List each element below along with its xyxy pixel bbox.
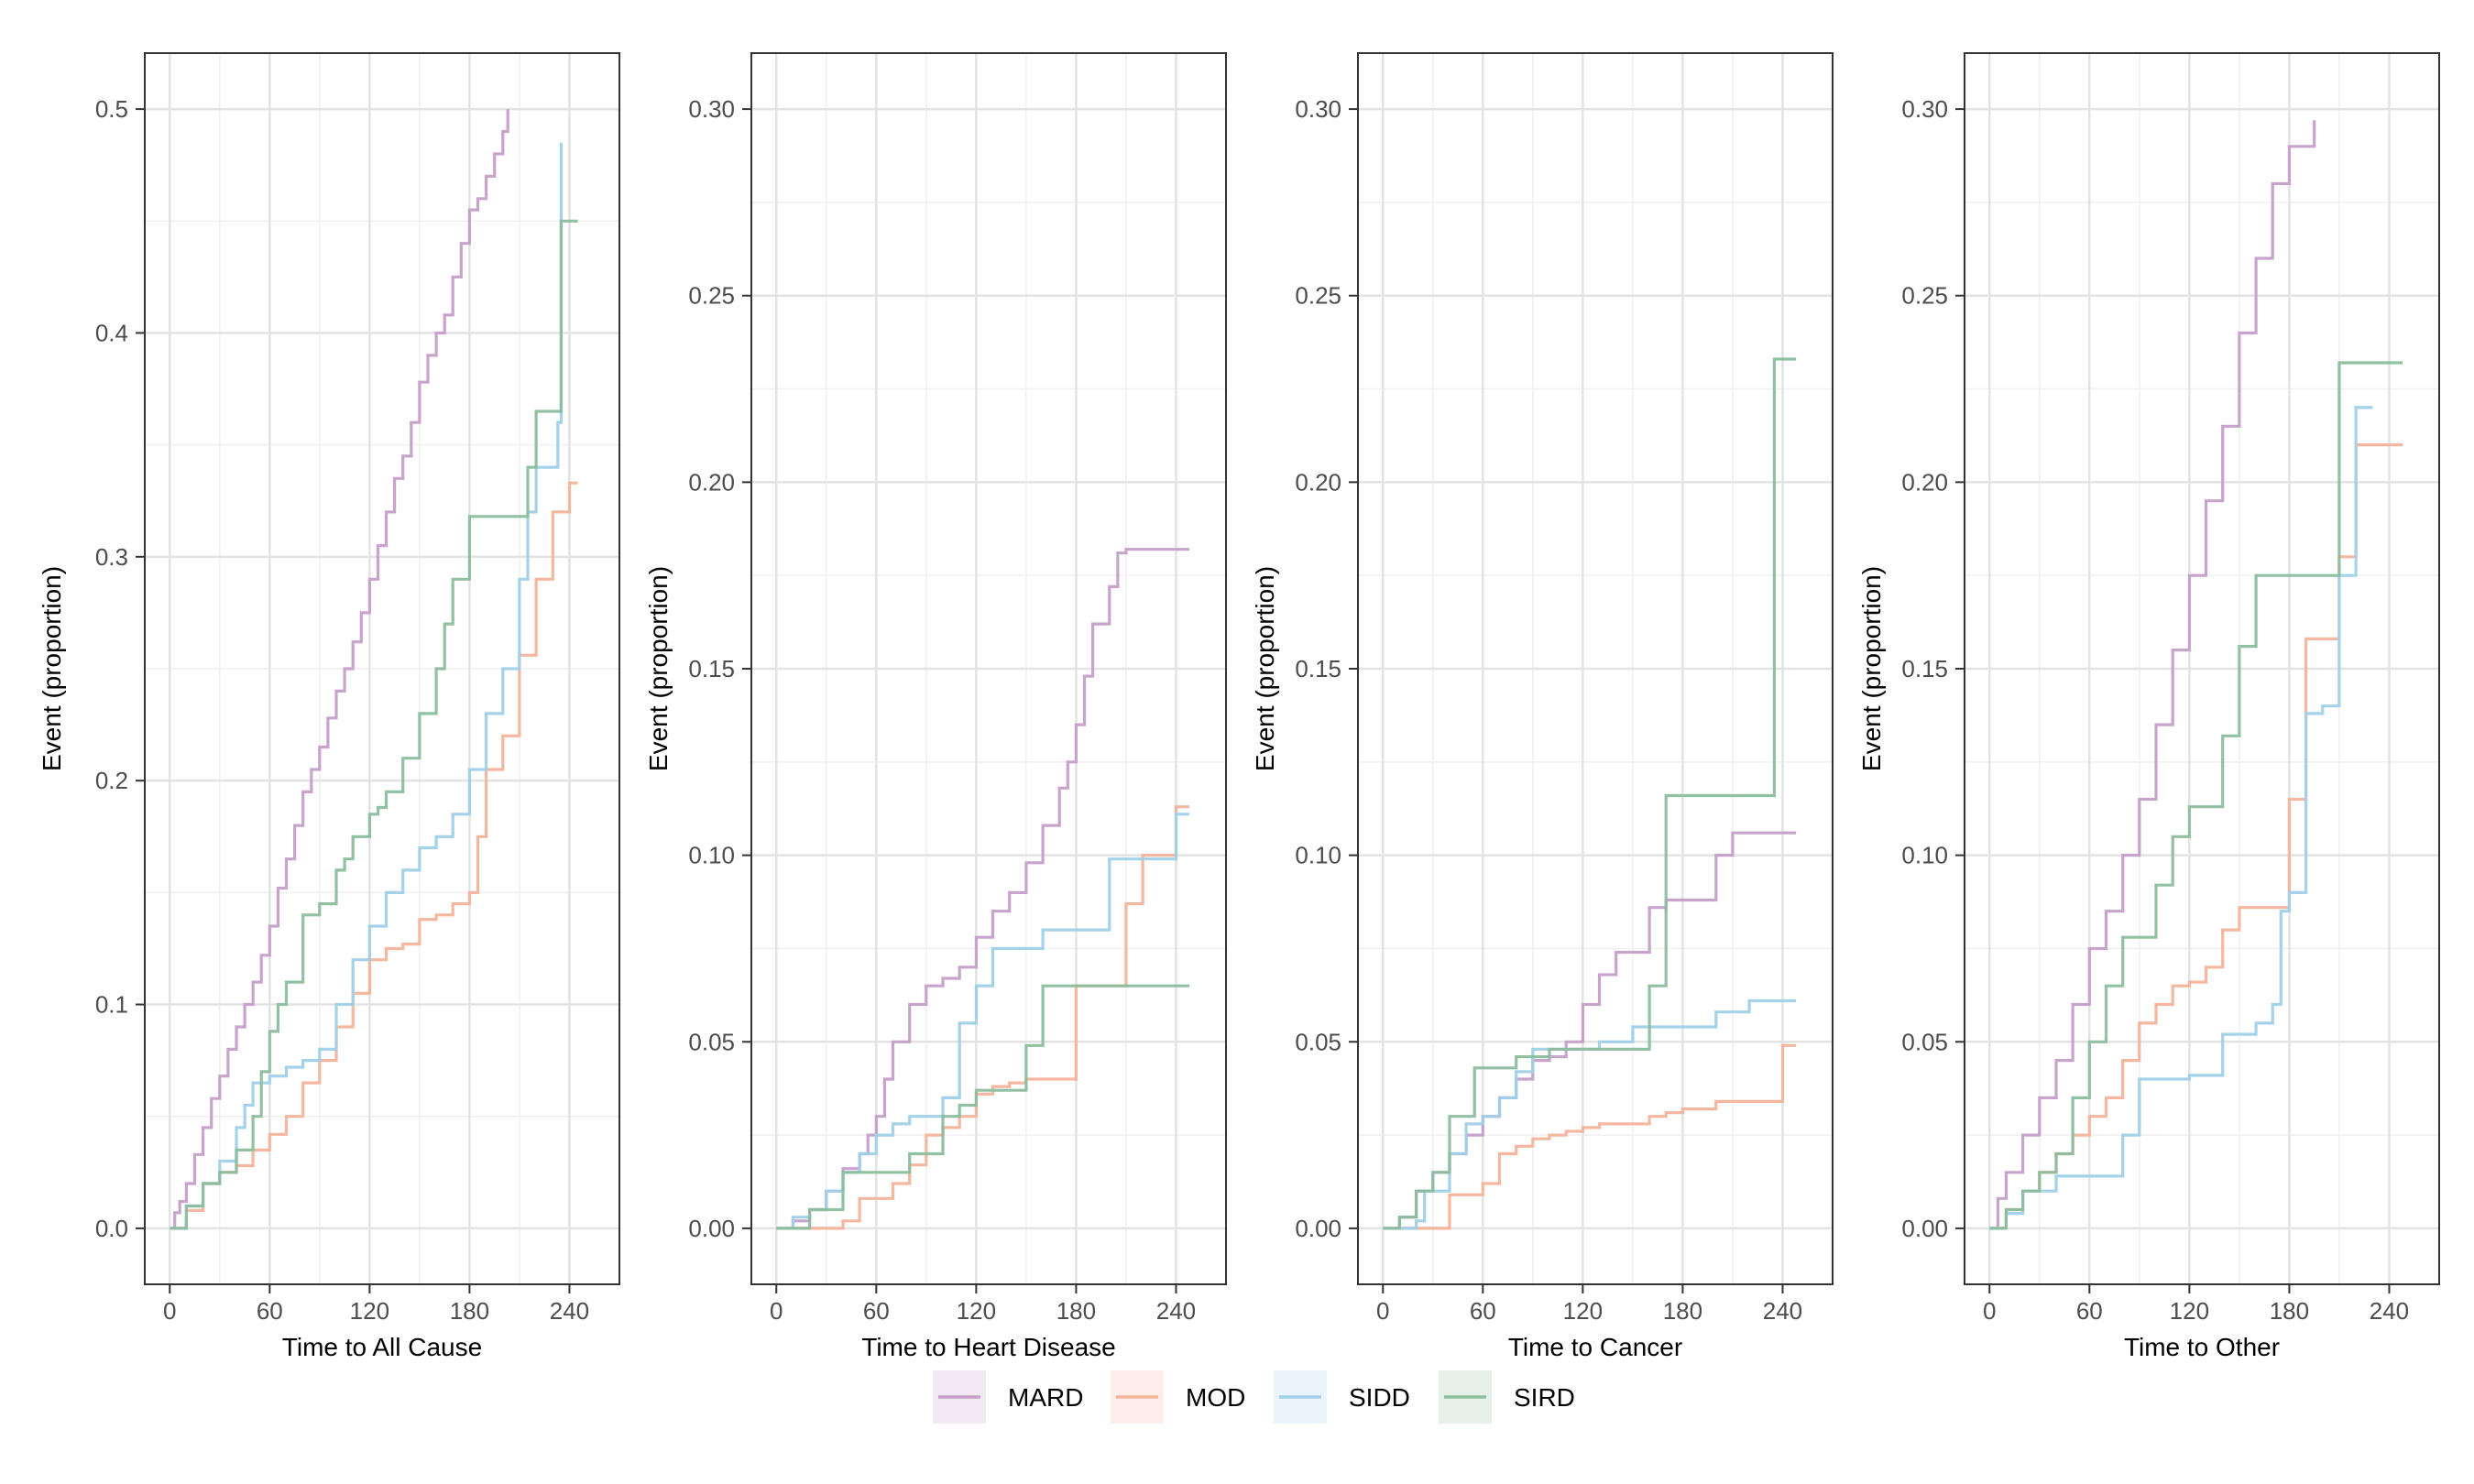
- series-line-sird: [1989, 361, 2403, 1230]
- series-line-sidd: [1989, 406, 2373, 1230]
- y-tick-label: 0.00: [688, 1215, 735, 1242]
- x-tick-label: 0: [1983, 1297, 1996, 1325]
- legend-item-sird: SIRD: [1439, 1370, 1575, 1424]
- y-tick-label: 0.1: [95, 991, 128, 1019]
- y-tick-label: 0.30: [1295, 95, 1341, 123]
- y-axis-label: Event (proportion): [644, 566, 673, 771]
- y-tick-label: 0.20: [688, 468, 735, 496]
- series-line-sidd: [170, 142, 563, 1230]
- series-line-sird: [776, 984, 1189, 1230]
- y-tick-label: 0.10: [1901, 842, 1948, 869]
- x-tick-label: 120: [350, 1297, 389, 1325]
- chart-panel-4: 0 60 120 180 240 0.00 0.05 0.10 0.15 0.20 0.25 0.30…: [1857, 52, 2440, 1361]
- x-tick-label: 60: [257, 1297, 283, 1325]
- y-tick-label: 0.10: [688, 842, 735, 869]
- x-axis-label: Time to Other: [2124, 1333, 2280, 1361]
- x-tick-label: 0: [163, 1297, 176, 1325]
- y-tick-label: 0.05: [1295, 1028, 1341, 1055]
- y-tick-label: 0.4: [95, 319, 128, 346]
- y-tick-label: 0.15: [1295, 655, 1341, 682]
- legend-label: SIRD: [1514, 1383, 1575, 1412]
- x-tick-label: 240: [2370, 1297, 2409, 1325]
- series-line-mod: [170, 481, 578, 1230]
- x-tick-label: 60: [1470, 1297, 1496, 1325]
- series-line-sidd: [1383, 998, 1796, 1230]
- legend: MARD MOD SIDD SIRD: [933, 1370, 1575, 1424]
- y-axis-label: Event (proportion): [1251, 566, 1279, 771]
- x-tick-label: 180: [2270, 1297, 2309, 1325]
- chart-panel-2: 0 60 120 180 240 0.00 0.05 0.10 0.15 0.20 0.25 0.30…: [644, 52, 1227, 1361]
- legend-label: MARD: [1008, 1383, 1083, 1412]
- series-line-sidd: [776, 813, 1189, 1230]
- y-tick-label: 0.20: [1901, 468, 1948, 496]
- y-tick-label: 0.15: [1901, 655, 1948, 682]
- x-tick-label: 180: [1056, 1297, 1096, 1325]
- y-tick-label: 0.3: [95, 543, 128, 571]
- y-tick-label: 0.30: [688, 95, 735, 123]
- y-tick-label: 0.0: [95, 1215, 128, 1242]
- y-tick-label: 0.5: [95, 95, 128, 123]
- x-tick-label: 240: [550, 1297, 589, 1325]
- legend-item-sidd: SIDD: [1274, 1370, 1410, 1424]
- y-tick-label: 0.05: [1901, 1028, 1948, 1055]
- y-tick-label: 0.25: [1901, 282, 1948, 310]
- y-tick-label: 0.00: [1901, 1215, 1948, 1242]
- y-tick-label: 0.00: [1295, 1215, 1341, 1242]
- legend-item-mard: MARD: [933, 1370, 1083, 1424]
- y-axis-label: Event (proportion): [38, 566, 66, 771]
- x-axis-label: Time to Cancer: [1508, 1333, 1682, 1361]
- x-tick-label: 120: [957, 1297, 996, 1325]
- x-tick-label: 60: [2076, 1297, 2103, 1325]
- legend-label: SIDD: [1349, 1383, 1410, 1412]
- y-axis-label: Event (proportion): [1857, 566, 1886, 771]
- series-line-mod: [776, 805, 1189, 1230]
- y-tick-label: 0.20: [1295, 468, 1341, 496]
- panels: 0 60 120 180 240 0.0 0.1 0.2 0.3 0.4 0.5 Time to Al…: [38, 52, 2440, 1361]
- y-tick-label: 0.10: [1295, 842, 1341, 869]
- x-tick-label: 240: [1156, 1297, 1196, 1325]
- x-tick-label: 60: [863, 1297, 890, 1325]
- x-tick-label: 120: [2170, 1297, 2209, 1325]
- x-axis-label: Time to Heart Disease: [861, 1333, 1116, 1361]
- x-tick-label: 0: [1376, 1297, 1389, 1325]
- series-line-mard: [776, 548, 1189, 1230]
- x-tick-label: 240: [1763, 1297, 1802, 1325]
- x-axis-label: Time to All Cause: [282, 1333, 482, 1361]
- y-tick-label: 0.05: [688, 1028, 735, 1055]
- y-tick-label: 0.2: [95, 767, 128, 794]
- x-tick-label: 0: [770, 1297, 783, 1325]
- panel-border: [144, 52, 620, 1285]
- y-tick-label: 0.25: [1295, 282, 1341, 310]
- series-line-mard: [170, 109, 509, 1230]
- legend-item-mod: MOD: [1111, 1370, 1245, 1424]
- x-tick-label: 120: [1563, 1297, 1603, 1325]
- x-tick-label: 180: [1663, 1297, 1702, 1325]
- series-line-sird: [1383, 357, 1796, 1230]
- series-line-mard: [1989, 120, 2316, 1230]
- y-tick-label: 0.25: [688, 282, 735, 310]
- chart-panel-3: 0 60 120 180 240 0.00 0.05 0.10 0.15 0.20 0.25 0.30…: [1251, 52, 1834, 1361]
- legend-label: MOD: [1186, 1383, 1245, 1412]
- series-line-sird: [170, 219, 578, 1230]
- chart-panel-1: 0 60 120 180 240 0.0 0.1 0.2 0.3 0.4 0.5 Time to Al…: [38, 52, 620, 1361]
- x-tick-label: 180: [450, 1297, 489, 1325]
- y-tick-label: 0.30: [1901, 95, 1948, 123]
- series-line-mod: [1383, 1043, 1796, 1230]
- series-line-mard: [1383, 831, 1796, 1230]
- y-tick-label: 0.15: [688, 655, 735, 682]
